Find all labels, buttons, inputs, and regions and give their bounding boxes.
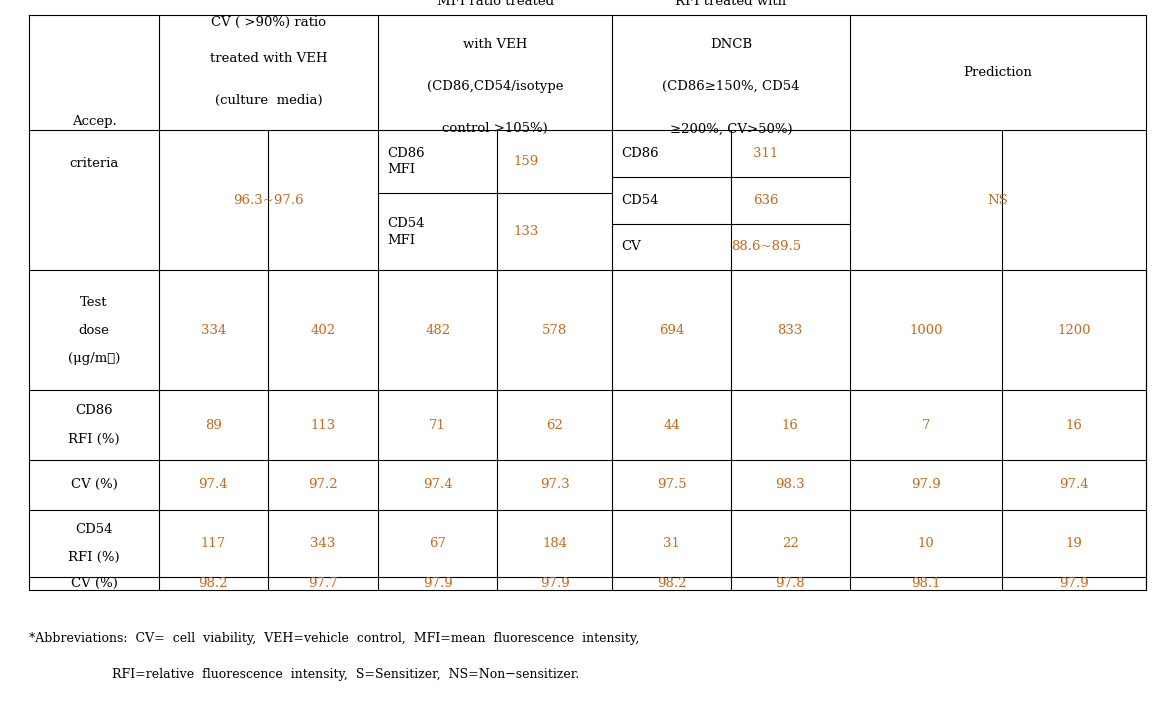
Text: 97.9: 97.9 bbox=[539, 577, 570, 590]
Text: CV (%): CV (%) bbox=[70, 577, 118, 590]
Text: *Abbreviations:  CV=  cell  viability,  VEH=vehicle  control,  MFI=mean  fluores: *Abbreviations: CV= cell viability, VEH=… bbox=[29, 633, 639, 645]
Text: 402: 402 bbox=[310, 324, 336, 337]
Text: RFI (%): RFI (%) bbox=[68, 551, 120, 564]
Text: MFI: MFI bbox=[388, 164, 416, 176]
Text: 98.2: 98.2 bbox=[657, 577, 686, 590]
Text: RFI treated with: RFI treated with bbox=[676, 0, 786, 8]
Text: 97.3: 97.3 bbox=[539, 478, 570, 491]
Text: 97.2: 97.2 bbox=[308, 478, 338, 491]
Text: 98.3: 98.3 bbox=[776, 478, 805, 491]
Text: 71: 71 bbox=[429, 419, 446, 431]
Text: treated with VEH: treated with VEH bbox=[210, 52, 327, 65]
Text: 159: 159 bbox=[513, 155, 539, 168]
Text: CD86: CD86 bbox=[622, 147, 659, 160]
Text: 97.5: 97.5 bbox=[657, 478, 686, 491]
Text: with VEH: with VEH bbox=[463, 37, 528, 51]
Text: 97.4: 97.4 bbox=[1059, 478, 1089, 491]
Text: 334: 334 bbox=[201, 324, 226, 337]
Text: (μg/mℓ): (μg/mℓ) bbox=[68, 352, 120, 365]
Text: CD86: CD86 bbox=[75, 405, 113, 417]
Text: CD54: CD54 bbox=[388, 217, 425, 229]
Text: CD54: CD54 bbox=[622, 193, 659, 207]
Text: CV ( >90%) ratio: CV ( >90%) ratio bbox=[212, 16, 325, 30]
Text: 184: 184 bbox=[542, 537, 568, 550]
Text: 97.9: 97.9 bbox=[423, 577, 452, 590]
Text: 19: 19 bbox=[1066, 537, 1082, 550]
Text: 133: 133 bbox=[513, 225, 539, 238]
Text: RFI=relative  fluorescence  intensity,  S=Sensitizer,  NS=Non−sensitizer.: RFI=relative fluorescence intensity, S=S… bbox=[112, 668, 579, 681]
Text: MFI ratio treated: MFI ratio treated bbox=[437, 0, 553, 8]
Text: 88.6~89.5: 88.6~89.5 bbox=[731, 241, 801, 253]
Text: CV (%): CV (%) bbox=[70, 478, 118, 491]
Text: 97.4: 97.4 bbox=[199, 478, 228, 491]
Text: CD54: CD54 bbox=[75, 522, 113, 536]
Text: 31: 31 bbox=[663, 537, 680, 550]
Text: 578: 578 bbox=[542, 324, 568, 337]
Text: 694: 694 bbox=[659, 324, 684, 337]
Text: NS: NS bbox=[987, 193, 1008, 207]
Text: MFI: MFI bbox=[388, 234, 416, 246]
Text: 1000: 1000 bbox=[909, 324, 942, 337]
Text: (CD86≥150%, CD54: (CD86≥150%, CD54 bbox=[662, 80, 800, 93]
Text: 113: 113 bbox=[310, 419, 336, 431]
Text: 311: 311 bbox=[753, 147, 779, 160]
Text: 343: 343 bbox=[310, 537, 336, 550]
Text: 67: 67 bbox=[429, 537, 446, 550]
Text: Accep.: Accep. bbox=[72, 115, 116, 128]
Text: 16: 16 bbox=[781, 419, 799, 431]
Text: 97.8: 97.8 bbox=[776, 577, 805, 590]
Text: (culture  media): (culture media) bbox=[215, 94, 322, 107]
Text: 97.4: 97.4 bbox=[423, 478, 452, 491]
Text: 7: 7 bbox=[921, 419, 931, 431]
Text: RFI (%): RFI (%) bbox=[68, 433, 120, 445]
Text: 833: 833 bbox=[778, 324, 803, 337]
Text: 97.9: 97.9 bbox=[1059, 577, 1089, 590]
Text: 98.2: 98.2 bbox=[199, 577, 228, 590]
Text: 97.9: 97.9 bbox=[911, 478, 941, 491]
Text: 44: 44 bbox=[663, 419, 680, 431]
Text: 636: 636 bbox=[753, 193, 779, 207]
Text: 22: 22 bbox=[781, 537, 799, 550]
Text: Prediction: Prediction bbox=[963, 66, 1032, 79]
Text: 482: 482 bbox=[425, 324, 450, 337]
Text: criteria: criteria bbox=[69, 157, 119, 170]
Text: DNCB: DNCB bbox=[710, 37, 752, 51]
Text: 10: 10 bbox=[918, 537, 934, 550]
Text: Test: Test bbox=[80, 296, 108, 309]
Text: CV: CV bbox=[622, 241, 642, 253]
Text: 98.1: 98.1 bbox=[911, 577, 941, 590]
Text: CD86: CD86 bbox=[388, 147, 425, 160]
Text: 96.3~97.6: 96.3~97.6 bbox=[233, 193, 304, 207]
Text: 62: 62 bbox=[546, 419, 563, 431]
Text: (CD86,CD54/isotype: (CD86,CD54/isotype bbox=[427, 80, 564, 93]
Text: 117: 117 bbox=[201, 537, 226, 550]
Text: control >105%): control >105%) bbox=[442, 122, 548, 136]
Text: ≥200%, CV>50%): ≥200%, CV>50%) bbox=[670, 122, 792, 136]
Text: 1200: 1200 bbox=[1058, 324, 1090, 337]
Text: dose: dose bbox=[79, 324, 109, 337]
Text: 97.7: 97.7 bbox=[308, 577, 338, 590]
Text: 89: 89 bbox=[204, 419, 222, 431]
Text: 16: 16 bbox=[1066, 419, 1082, 431]
